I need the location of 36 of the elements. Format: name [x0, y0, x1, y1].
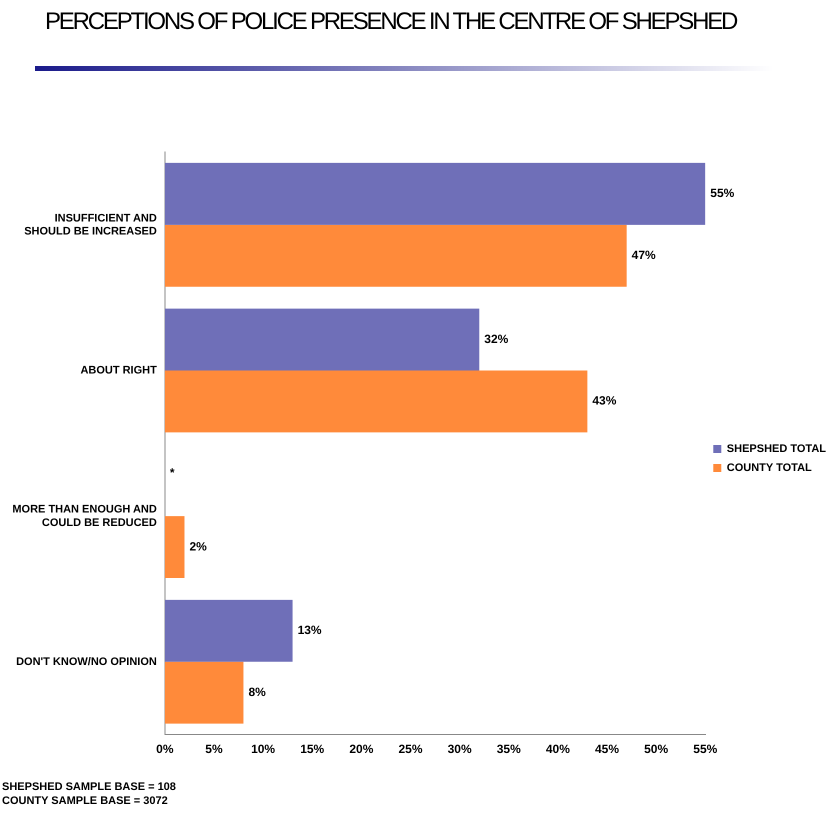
y-tick-label: DON'T KNOW/NO OPINION	[16, 656, 157, 668]
y-tick-label: MORE THAN ENOUGH AND COULD BE REDUCED	[12, 504, 157, 529]
data-label: 13%	[298, 623, 322, 638]
data-label: 43%	[592, 394, 617, 408]
data-label: 2%	[189, 539, 208, 554]
bar	[164, 662, 244, 724]
legend-label: SHEPSHED TOTAL	[726, 443, 826, 456]
bar	[164, 162, 706, 225]
x-tick-label: 15%	[300, 742, 325, 756]
x-tick-label: 0%	[156, 742, 174, 756]
x-tick-label: 35%	[496, 742, 522, 756]
bar	[164, 370, 588, 432]
text: SHEPSHED SAMPLE BASE = 108	[2, 780, 176, 794]
x-tick-label: 55%	[693, 742, 718, 756]
x-tick-label: 45%	[595, 742, 620, 756]
legend-label: COUNTY TOTAL	[726, 462, 812, 474]
chart-title: PERCEPTIONS OF POLICE PRESENCE IN THE CENTRE OF SHEPSHED	[45, 8, 736, 36]
text: *	[170, 465, 175, 480]
x-tick-label: 50%	[644, 742, 668, 756]
data-label: 55%	[710, 186, 735, 200]
bar	[164, 600, 293, 662]
data-label: 47%	[632, 248, 656, 262]
bar	[164, 224, 627, 287]
x-tick-label: 20%	[349, 742, 374, 756]
x-tick-label: 40%	[546, 742, 570, 756]
data-label: 8%	[248, 685, 266, 700]
y-tick-label: ABOUT RIGHT	[80, 364, 158, 377]
bar	[164, 308, 480, 370]
x-tick-label: 5%	[205, 742, 223, 756]
y-tick-label: INSUFFICIENT AND SHOULD BE INCREASED	[24, 212, 157, 238]
text: COUNTY SAMPLE BASE = 3072	[2, 794, 169, 808]
x-tick-label: 25%	[398, 742, 423, 756]
x-tick-label: 30%	[448, 742, 472, 756]
data-label: 32%	[484, 332, 509, 346]
bar	[164, 516, 184, 578]
x-tick-label: 10%	[251, 742, 276, 756]
